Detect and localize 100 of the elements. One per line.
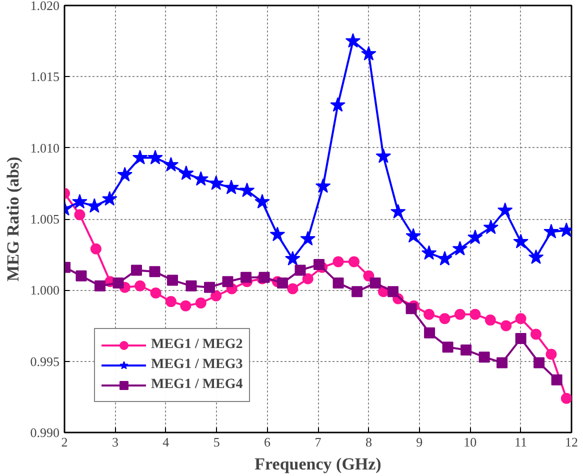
point (294, 264, 306, 276)
point (180, 300, 192, 312)
point (551, 374, 562, 386)
point (332, 256, 344, 268)
point (330, 97, 346, 112)
point (513, 234, 528, 248)
y-axis-title: MEG Ratio (abs) (3, 156, 22, 282)
point (239, 182, 255, 198)
point (76, 270, 87, 282)
y-tick-label: 1.005 (30, 212, 60, 226)
point (483, 220, 499, 234)
point (424, 327, 436, 338)
point (530, 328, 542, 340)
y-tick-label: 1.010 (30, 140, 60, 156)
point (195, 297, 206, 308)
point (348, 256, 360, 268)
point (406, 228, 421, 243)
point (390, 204, 406, 218)
point (484, 314, 496, 326)
point (361, 46, 376, 60)
point (112, 278, 124, 289)
point (210, 290, 222, 302)
x-tick-label: 10 (464, 434, 477, 450)
point (74, 209, 86, 220)
point (222, 276, 234, 288)
point (454, 308, 466, 320)
point (314, 259, 325, 270)
point (478, 352, 490, 363)
point (370, 278, 381, 289)
point (117, 166, 132, 182)
y-tick-label: 1.020 (30, 0, 60, 13)
point (460, 344, 472, 356)
point (515, 313, 526, 324)
point (315, 178, 331, 193)
x-tick-label: 4 (162, 434, 170, 450)
point (148, 150, 163, 164)
point (302, 273, 314, 284)
y-tick-label: 0.990 (30, 425, 60, 440)
point (437, 250, 452, 266)
point (130, 264, 142, 276)
point (90, 243, 102, 254)
point (560, 392, 572, 404)
point (345, 33, 361, 48)
point (528, 249, 544, 264)
x-tick-label: 5 (213, 434, 220, 450)
point (94, 280, 106, 292)
point (224, 180, 239, 194)
point (546, 348, 557, 360)
point (166, 274, 178, 286)
legend-label: MEG1 / MEG4 (151, 377, 243, 393)
point (406, 303, 417, 314)
x-tick-label: 12 (565, 434, 578, 450)
y-tick-label: 1.000 (30, 282, 60, 298)
point (254, 194, 270, 208)
point (515, 333, 526, 344)
point (240, 272, 252, 283)
point (149, 266, 160, 278)
point (332, 278, 344, 289)
point (352, 286, 363, 298)
point (452, 240, 468, 256)
point (72, 194, 88, 208)
point (497, 202, 513, 218)
point (439, 313, 450, 324)
point (424, 308, 435, 320)
point (193, 171, 209, 186)
point (132, 150, 148, 164)
point (500, 320, 512, 332)
point (102, 191, 118, 206)
point (388, 286, 399, 298)
point (544, 224, 559, 238)
point (134, 280, 146, 292)
x-tick-label: 7 (314, 434, 322, 450)
x-tick-label: 8 (365, 434, 372, 450)
point (534, 357, 545, 368)
point (285, 250, 300, 266)
x-tick-label: 3 (112, 434, 118, 450)
point (86, 198, 102, 213)
x-tick-label: 11 (514, 434, 528, 450)
point (165, 296, 176, 308)
y-tick-label: 0.995 (30, 354, 60, 369)
point (470, 308, 481, 320)
point (363, 270, 374, 282)
legend-label: MEG1 / MEG3 (151, 357, 243, 373)
legend-label: MEG1 / MEG2 (151, 337, 243, 353)
point (270, 226, 286, 242)
x-tick-label: 2 (61, 434, 68, 450)
point (300, 230, 316, 246)
point (150, 288, 162, 299)
point (277, 278, 288, 289)
point (163, 156, 179, 172)
y-tick-label: 1.015 (30, 69, 60, 84)
point (186, 280, 197, 292)
point (442, 342, 454, 353)
x-axis-title: Frequency (GHz) (254, 454, 382, 474)
point (421, 245, 437, 260)
point (178, 165, 194, 180)
point (376, 148, 392, 163)
point (204, 282, 215, 293)
point (287, 283, 298, 294)
x-tick-label: 9 (416, 434, 423, 450)
